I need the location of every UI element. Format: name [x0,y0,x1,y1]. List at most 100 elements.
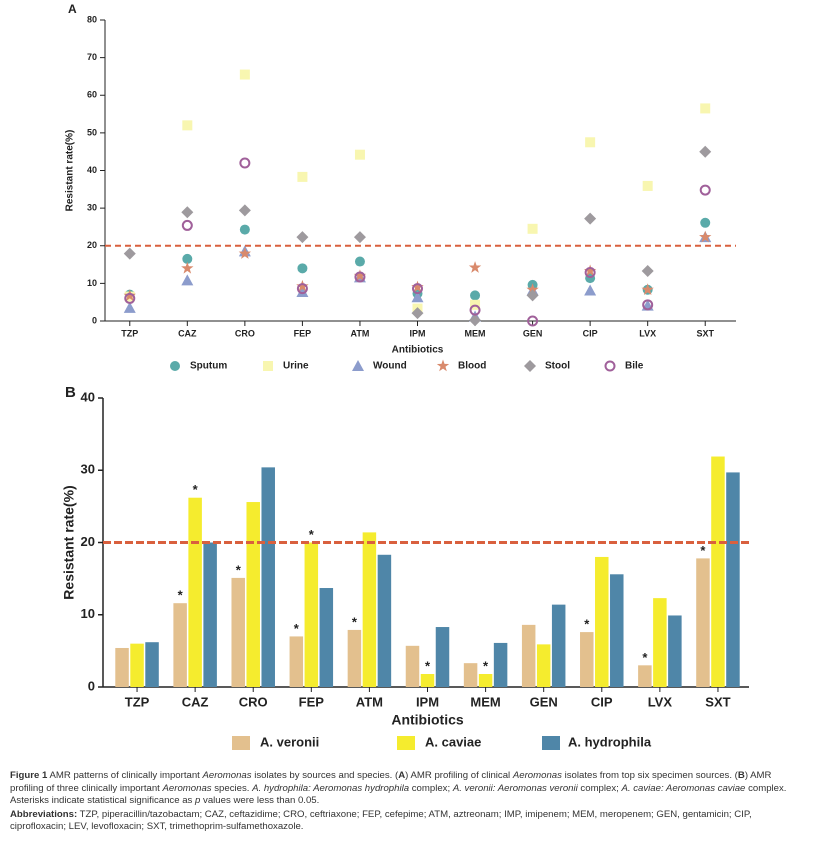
point [123,247,136,260]
x-tick-label: TZP [121,328,138,338]
x-tick-label: GEN [530,694,558,709]
bar [521,624,536,687]
point [353,231,366,244]
point [411,307,424,320]
legend-label: Blood [458,361,486,372]
point [411,280,424,293]
caption: Figure 1 AMR patterns of clinically impo… [10,770,805,835]
bar [711,456,725,687]
caption-run: Aeromonas [512,770,562,781]
point [123,289,136,302]
significance-marker: * [642,650,648,665]
caption-run: ) AMR profiling of clinical [405,770,513,781]
x-tick-label: CAZ [178,328,197,338]
bar [203,542,217,687]
bar [536,644,551,687]
x-tick-label: ATM [351,328,370,338]
bar [551,604,566,687]
y-axis-label: Resistant rate(%) [61,485,77,599]
bar [173,603,187,687]
y-tick-label: 50 [87,127,97,137]
bar [289,636,304,687]
point [526,289,539,302]
significance-marker: * [352,614,358,629]
caption-run: AMR patterns of clinically important [47,770,203,781]
bar [405,645,420,687]
y-tick-label: 20 [81,534,95,549]
point [641,264,654,277]
bar [580,632,594,687]
caption-run: A. veronii: Aeromonas veronii [452,782,578,794]
point [124,292,136,304]
bar [319,588,334,687]
caption-run: B [737,770,745,781]
bar [145,642,159,687]
point [238,247,252,259]
figure: A 0 10 20 30 40 50 60 70 80 TZP CAZ CRO FEP ATM IPM MEM G… [61,2,749,750]
legend-label: Stool [545,361,570,372]
panel-label: A [68,2,77,16]
point [239,224,250,235]
x-tick-label: TZP [125,694,150,709]
caption-run: A. hydrophila: Aeromonas hydrophila [252,782,410,794]
legend-marker [263,361,273,371]
bar [304,542,319,687]
point [354,271,366,283]
caption-run: isolates by sources and species. ( [251,770,399,781]
caption-run: isolates from top six specimen sources. … [561,770,738,781]
point [239,157,251,169]
legend-swatch [397,736,415,750]
x-tick-label: MEM [465,328,486,338]
point [296,279,309,292]
point [699,184,711,196]
bar [493,642,508,687]
point [470,290,481,301]
point [296,286,309,298]
y-tick-label: 40 [87,165,97,175]
x-axis-label: Antibiotics [392,345,444,356]
x-tick-label: CRO [235,328,255,338]
point [584,266,596,278]
bar [696,558,710,687]
significance-marker: * [236,562,242,577]
point [468,261,482,273]
legend-marker [436,359,450,372]
point [583,264,597,277]
point [412,283,423,295]
legend-label: A. caviae [425,734,481,749]
point [700,103,711,114]
caption-run: species. [211,782,253,794]
y-tick-label: 30 [87,203,97,213]
bar [261,467,275,687]
y-tick-label: 30 [81,462,95,477]
legend-marker [524,360,536,372]
legend-label: Sputum [190,361,227,372]
significance-marker: * [483,658,489,673]
bar [377,554,392,687]
point [181,274,194,286]
panel-label: B [65,384,76,401]
caption-run: values were less than 0.05. [200,795,320,806]
point [527,315,539,327]
y-tick-label: 60 [87,90,97,100]
point [699,145,712,158]
caption-run: complex; [577,782,622,794]
caption-run: Abbreviations: [10,808,78,820]
bar [463,663,478,687]
y-tick-label: 20 [87,240,97,250]
caption-run: Aeromonas [162,782,212,794]
point [182,253,193,264]
point [354,256,365,267]
bar [420,673,435,687]
point [297,263,308,274]
x-tick-label: CIP [583,328,598,338]
significance-marker: * [700,543,706,558]
legend-marker [170,361,180,371]
point [181,261,194,274]
bar [130,643,144,687]
bar [115,647,129,687]
point [296,283,308,295]
point [297,171,308,182]
legend-label: A. hydrophila [568,734,652,749]
